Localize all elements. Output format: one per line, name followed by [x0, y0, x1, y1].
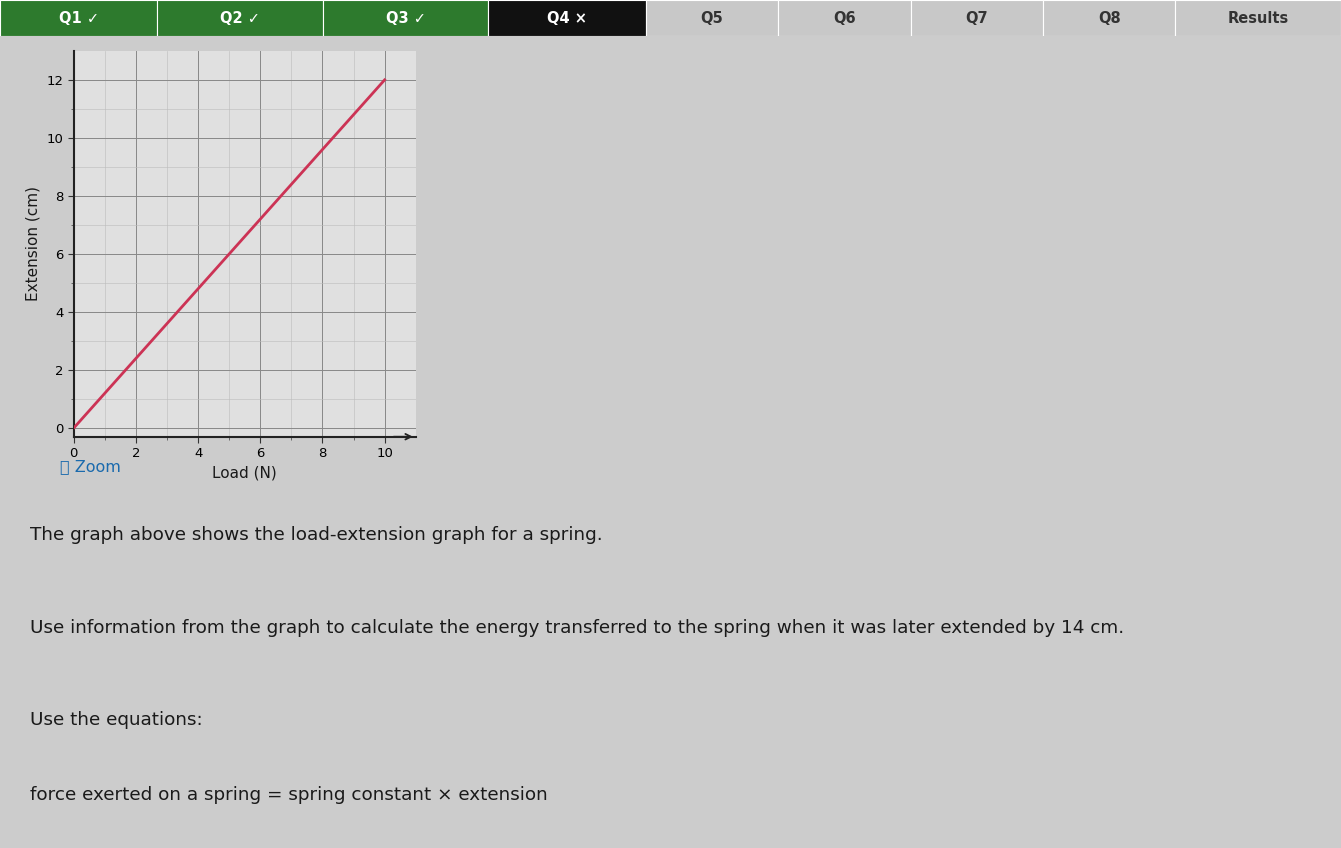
- Bar: [157, 0, 323, 36]
- Text: Q4 ×: Q4 ×: [547, 11, 587, 25]
- Text: Q5: Q5: [700, 11, 723, 25]
- Text: Q2 ✓: Q2 ✓: [220, 11, 260, 25]
- Y-axis label: Extension (cm): Extension (cm): [25, 187, 40, 301]
- Text: Q3 ✓: Q3 ✓: [386, 11, 425, 25]
- Text: Use the equations:: Use the equations:: [30, 711, 202, 729]
- Bar: [645, 0, 778, 36]
- Bar: [323, 0, 488, 36]
- Text: force exerted on a spring = spring constant × extension: force exerted on a spring = spring const…: [30, 786, 547, 804]
- Text: Q6: Q6: [833, 11, 856, 25]
- Bar: [911, 0, 1043, 36]
- Bar: [778, 0, 911, 36]
- Bar: [0, 0, 157, 36]
- Bar: [488, 0, 645, 36]
- Text: Use information from the graph to calculate the energy transferred to the spring: Use information from the graph to calcul…: [30, 619, 1124, 637]
- Text: Q7: Q7: [966, 11, 988, 25]
- X-axis label: Load (N): Load (N): [212, 466, 278, 481]
- Text: Q1 ✓: Q1 ✓: [59, 11, 99, 25]
- Text: The graph above shows the load-extension graph for a spring.: The graph above shows the load-extension…: [30, 526, 602, 544]
- Bar: [1176, 0, 1341, 36]
- Text: Results: Results: [1227, 11, 1289, 25]
- Text: 🔍 Zoom: 🔍 Zoom: [60, 459, 121, 474]
- Bar: [1043, 0, 1176, 36]
- Text: Q8: Q8: [1098, 11, 1121, 25]
